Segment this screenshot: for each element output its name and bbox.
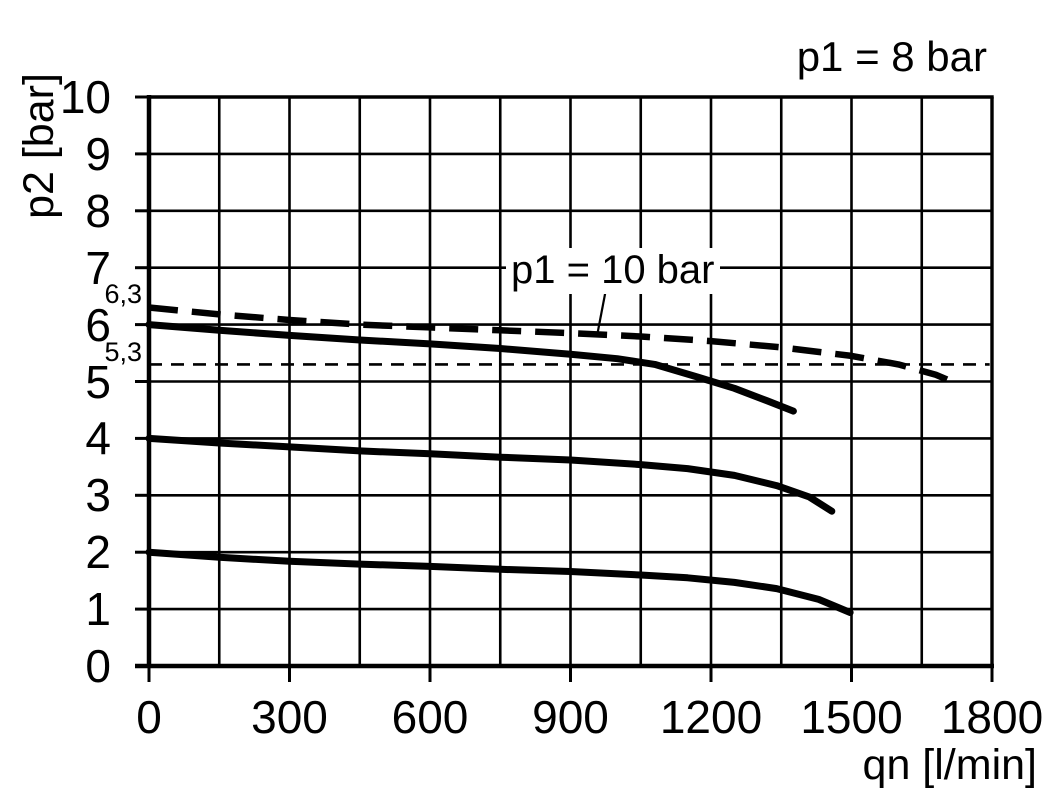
- x-tick-label-1500: 1500: [800, 691, 903, 743]
- y-tick-label-9: 9: [85, 127, 111, 180]
- y-tick-label-1: 1: [85, 583, 111, 636]
- y-label-6-3: 6,3: [104, 279, 142, 309]
- x-tick-label-1800: 1800: [940, 691, 1044, 743]
- x-tick-label-1200: 1200: [659, 691, 763, 743]
- y-tick-label-10: 10: [59, 71, 111, 123]
- y-tick-label-7: 7: [85, 241, 111, 294]
- x-axis-title: qn [l/min]: [862, 741, 1037, 789]
- curve-outlet-4-bar: [145, 434, 836, 515]
- y-tick-label-5: 5: [85, 355, 111, 408]
- curve-p1-10bar-dashed: [148, 304, 960, 388]
- y-tick-label-2: 2: [85, 526, 111, 579]
- x-tick-label-600: 600: [391, 691, 469, 743]
- curve-outlet-6-bar: [145, 321, 797, 415]
- annotation-p1-10bar: p1 = 10 bar: [506, 248, 720, 294]
- y-tick-label-8: 8: [85, 184, 111, 237]
- x-tick-label-300: 300: [251, 691, 328, 743]
- curve-outlet-2-bar: [145, 548, 854, 616]
- y-tick-label-6: 6: [85, 298, 111, 351]
- x-tick-label-0: 0: [136, 691, 162, 743]
- x-tick-label-900: 900: [532, 691, 609, 743]
- y-tick-label-0: 0: [85, 640, 111, 692]
- y-tick-label-3: 3: [85, 469, 111, 522]
- annotation-leader-line: [595, 288, 608, 337]
- y-tick-label-4: 4: [85, 412, 111, 465]
- chart-title: p1 = 8 bar: [796, 33, 987, 80]
- y-label-5-3: 5,3: [104, 337, 142, 367]
